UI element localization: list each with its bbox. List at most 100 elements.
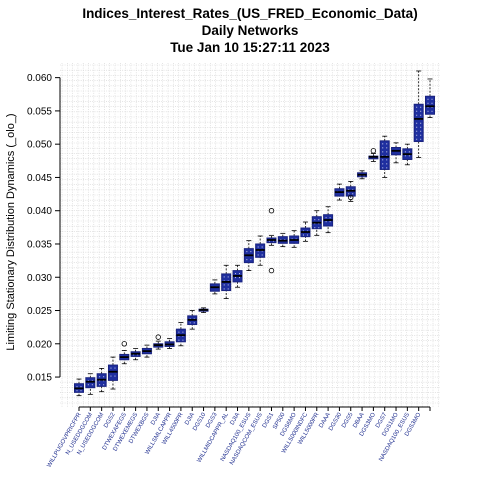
y-tick-label: 0.040 <box>27 206 52 217</box>
box <box>232 264 243 288</box>
box-iqr <box>413 103 424 143</box>
box <box>391 142 402 164</box>
boxes <box>74 70 435 397</box>
y-tick-label: 0.015 <box>27 373 52 384</box>
box <box>243 240 254 271</box>
box-texture-dot <box>325 221 327 223</box>
box-texture-dot <box>420 130 422 132</box>
box-texture-dot <box>352 193 354 195</box>
box-texture-dot <box>431 110 433 112</box>
box-texture-dot <box>431 98 433 100</box>
box <box>357 170 368 180</box>
box <box>334 183 345 201</box>
outlier-point <box>370 148 377 154</box>
box <box>368 148 379 162</box>
box <box>209 279 220 295</box>
box-texture-dot <box>250 251 252 253</box>
box <box>425 78 435 118</box>
box-iqr <box>379 140 390 170</box>
box-texture-dot <box>386 151 388 153</box>
box-texture-dot <box>87 380 89 382</box>
box-texture-dot <box>427 110 429 112</box>
box-texture-dot <box>386 155 388 157</box>
box <box>289 230 300 248</box>
box-texture-dot <box>250 259 252 261</box>
box-texture-dot <box>223 276 225 278</box>
box-texture-dot <box>302 234 304 236</box>
y-axis: 0.015 0.020 0.025 0.030 0.035 0.040 0.045 0.050… <box>27 73 61 384</box>
box-texture-dot <box>416 126 418 128</box>
box-texture-dot <box>427 102 429 104</box>
box-texture-dot <box>386 167 388 169</box>
box-texture-dot <box>235 273 237 275</box>
box-texture-dot <box>348 193 350 195</box>
box-texture-dot <box>420 138 422 140</box>
y-tick-label: 0.055 <box>27 106 52 117</box>
box-texture-dot <box>382 163 384 165</box>
box-texture-dot <box>280 239 282 241</box>
box-texture-dot <box>189 318 191 320</box>
box-texture-dot <box>103 376 105 378</box>
box-texture-dot <box>110 375 112 377</box>
box-texture-dot <box>246 251 248 253</box>
box-texture-dot <box>318 219 320 221</box>
box-texture-dot <box>227 284 229 286</box>
box-texture-dot <box>182 331 184 333</box>
box <box>153 334 164 350</box>
box-texture-dot <box>246 259 248 261</box>
box <box>107 356 118 390</box>
box <box>379 135 390 178</box>
box-texture-dot <box>99 376 101 378</box>
box-texture-dot <box>80 390 82 392</box>
title-line-2: Daily Networks <box>202 23 299 38</box>
box-texture-dot <box>239 277 241 279</box>
box-texture-dot <box>382 151 384 153</box>
box-texture-dot <box>261 246 263 248</box>
box-texture-dot <box>386 163 388 165</box>
box-texture-dot <box>223 284 225 286</box>
box-iqr <box>107 364 118 381</box>
box-texture-dot <box>382 159 384 161</box>
box-texture-dot <box>420 122 422 124</box>
box-texture-dot <box>420 126 422 128</box>
y-tick-label: 0.045 <box>27 173 52 184</box>
box <box>277 232 288 248</box>
box-texture-dot <box>193 322 195 324</box>
box-texture-dot <box>193 318 195 320</box>
y-tick-label: 0.020 <box>27 339 52 350</box>
box <box>345 181 356 202</box>
box-texture-dot <box>382 147 384 149</box>
box-texture-dot <box>103 380 105 382</box>
box-texture-dot <box>99 380 101 382</box>
box <box>187 310 198 330</box>
box-texture-dot <box>416 110 418 112</box>
box-texture-dot <box>314 219 316 221</box>
box <box>266 208 277 274</box>
box <box>300 221 311 242</box>
outlier-point <box>268 208 275 214</box>
box-texture-dot <box>291 238 293 240</box>
box-texture-dot <box>235 277 237 279</box>
box-texture-dot <box>295 238 297 240</box>
box-texture-dot <box>76 390 78 392</box>
outlier-point <box>348 194 354 201</box>
box <box>413 70 424 158</box>
box-texture-dot <box>239 273 241 275</box>
box-texture-dot <box>348 189 350 191</box>
box-texture-dot <box>189 322 191 324</box>
box-texture-dot <box>223 280 225 282</box>
y-tick-label: 0.035 <box>27 239 52 250</box>
box-texture-dot <box>257 246 259 248</box>
box-texture-dot <box>268 240 270 242</box>
box-texture-dot <box>386 143 388 145</box>
box <box>85 373 96 395</box>
box-iqr <box>425 95 435 115</box>
box-texture-dot <box>431 102 433 104</box>
box-texture-dot <box>427 98 429 100</box>
y-tick-label: 0.060 <box>27 73 52 84</box>
box <box>221 264 232 299</box>
box-texture-dot <box>420 106 422 108</box>
box-texture-dot <box>87 384 89 386</box>
box-texture-dot <box>359 175 361 177</box>
box-texture-dot <box>306 234 308 236</box>
